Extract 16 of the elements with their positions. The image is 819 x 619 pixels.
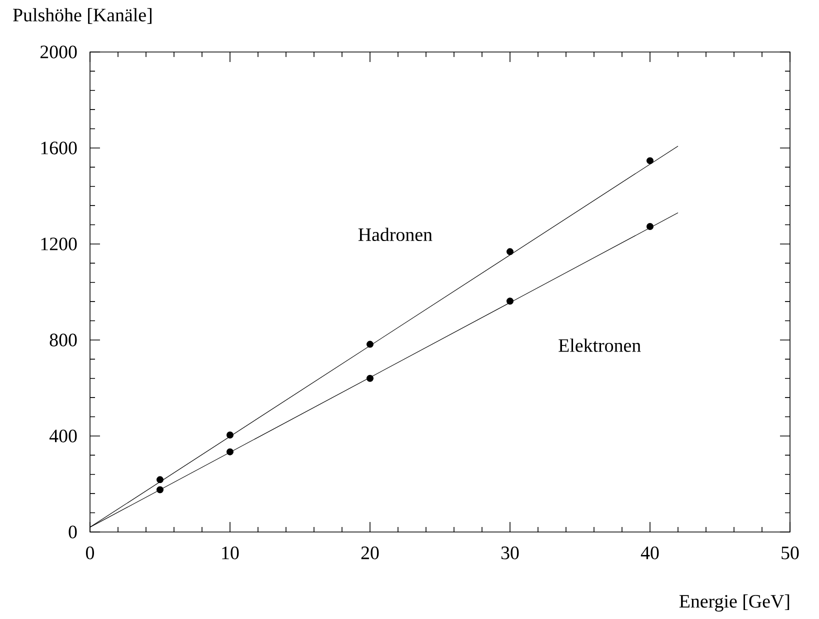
x-tick-label: 40 xyxy=(640,546,659,560)
annotation: Hadronen xyxy=(358,228,432,242)
x-tick-label: 50 xyxy=(782,546,799,560)
y-tick-label: 400 xyxy=(49,430,77,442)
y-axis-title: Pulshöhe [Kanäle] xyxy=(13,8,152,24)
x-tick-label: 30 xyxy=(501,546,519,560)
annotation: Elektronen xyxy=(558,338,641,352)
x-tick-label: 20 xyxy=(361,546,379,560)
y-tick-label: 1200 xyxy=(41,238,77,250)
x-axis-title: Energie [GeV] xyxy=(679,594,790,612)
y-tick-label: 1600 xyxy=(41,142,77,154)
y-tick-label: 800 xyxy=(50,334,77,346)
y-tick-label: 2000 xyxy=(40,46,77,58)
y-tick-label: 0 xyxy=(68,526,77,538)
x-tick-label: 10 xyxy=(222,546,239,560)
x-tick-label: 0 xyxy=(86,546,94,560)
